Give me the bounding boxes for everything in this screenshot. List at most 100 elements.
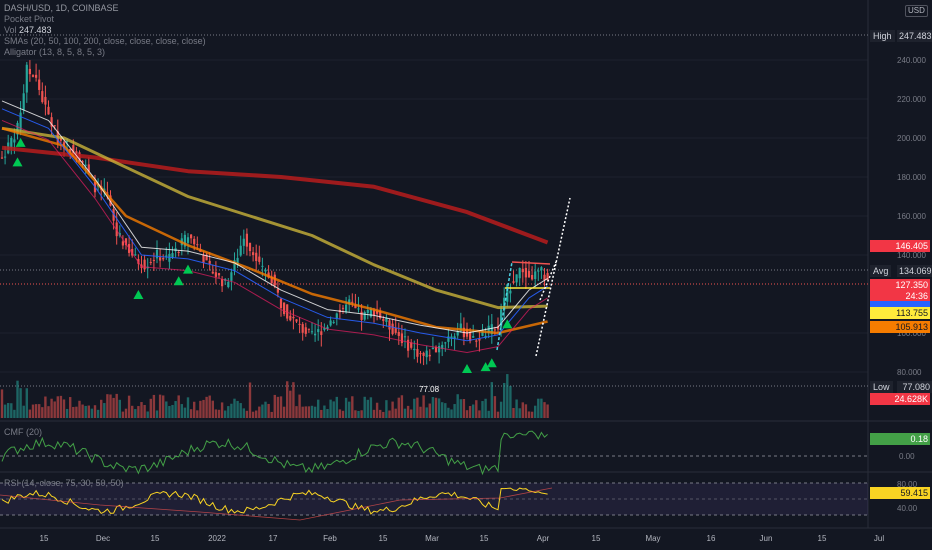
candle-body xyxy=(72,145,75,156)
candle-body xyxy=(524,267,527,278)
volume-bar xyxy=(131,405,134,418)
candle-body xyxy=(270,276,273,284)
pocket-pivot-marker-6[interactable] xyxy=(480,362,491,372)
candle-body xyxy=(379,310,382,319)
volume-bar xyxy=(239,403,242,418)
smas-legend[interactable]: SMAs (20, 50, 100, 200, close, close, cl… xyxy=(4,36,206,46)
candle-body xyxy=(540,267,543,271)
high-label: High xyxy=(870,30,895,42)
volume-bar xyxy=(320,409,323,418)
avg-label: Avg xyxy=(870,265,892,277)
alligator-legend[interactable]: Alligator (13, 8, 5, 8, 5, 3) xyxy=(4,47,106,57)
sma50-line[interactable] xyxy=(1,127,548,335)
volume-bar xyxy=(410,409,413,418)
pocket-pivot-marker-1[interactable] xyxy=(15,137,26,147)
volume-bar xyxy=(183,407,187,418)
volume-bar xyxy=(292,382,295,418)
volume-bar xyxy=(332,401,335,418)
time-tick-8: 15 xyxy=(480,534,489,543)
trend-channel-upper[interactable] xyxy=(535,197,571,357)
volume-bar xyxy=(171,404,174,418)
sma200-line[interactable] xyxy=(1,145,549,245)
volume-bar xyxy=(307,406,311,418)
candle-body xyxy=(292,316,295,319)
volume-bar xyxy=(403,408,407,418)
volume-bar xyxy=(69,397,72,418)
candle-body xyxy=(317,329,320,333)
candle-body xyxy=(394,327,397,333)
candle-body xyxy=(171,253,174,258)
volume-bar xyxy=(317,399,320,418)
candle-body xyxy=(307,328,310,330)
time-axis[interactable]: 15 Dec 15 2022 17 Feb 15 Mar 15 Apr 15 May 16 Jun 15 Ju… xyxy=(40,534,885,543)
volume-bar xyxy=(481,401,484,418)
pocket-pivot-marker-0[interactable] xyxy=(12,157,23,167)
symbol-title[interactable]: DASH/USD, 1D, COINBASE xyxy=(4,3,119,13)
candle-body xyxy=(248,242,252,252)
sma20-blue-line[interactable] xyxy=(1,108,548,342)
pocket-pivot-marker-4[interactable] xyxy=(183,264,193,274)
candle-body xyxy=(53,125,56,127)
candle-body xyxy=(258,256,261,262)
candle-body xyxy=(385,318,388,322)
candle-body xyxy=(515,274,518,283)
currency-button[interactable]: USD xyxy=(905,5,928,17)
volume-bar xyxy=(90,408,94,418)
candle-body xyxy=(382,318,385,322)
pocket-pivot-marker-2[interactable] xyxy=(133,289,144,299)
volume-bar xyxy=(258,406,261,418)
candle-body xyxy=(310,331,314,333)
candle-body xyxy=(289,315,292,321)
volume-bar xyxy=(310,405,314,418)
volume-bar xyxy=(140,402,143,418)
volume-bar xyxy=(38,404,41,418)
candle-body xyxy=(400,333,403,344)
candle-body xyxy=(348,299,351,305)
volume-bar xyxy=(47,406,50,418)
volume-bar xyxy=(518,408,521,418)
sma20-white-line[interactable] xyxy=(1,100,548,334)
candle-body xyxy=(481,331,484,336)
volume-bar xyxy=(509,385,512,418)
volume-legend[interactable]: Vol 247.483 xyxy=(4,25,206,36)
price-tick-0: 240.000 xyxy=(897,56,926,65)
cmf-tick: 0.00 xyxy=(899,452,915,461)
rsi-legend[interactable]: RSI (14, close, 75, 30, 50, 50) xyxy=(4,478,124,488)
rsi-tag: 59.415 xyxy=(870,487,930,499)
price-scale[interactable]: 240.000 220.000 200.000 180.000 160.000 140.0… xyxy=(897,56,926,377)
candle-body xyxy=(205,254,208,261)
time-tick-5: Feb xyxy=(323,534,337,543)
volume-bar xyxy=(62,399,66,418)
pocket-pivot-marker-3[interactable] xyxy=(173,276,184,286)
rsi-tick-40: 40.00 xyxy=(897,504,918,513)
volume-bar xyxy=(220,402,224,418)
candle-body xyxy=(211,271,214,274)
volume-bar xyxy=(115,393,118,418)
volume-bar xyxy=(416,397,419,418)
alligator-lips-line[interactable] xyxy=(1,119,548,353)
candle-body xyxy=(236,257,239,266)
trendline-drawings[interactable] xyxy=(496,197,571,357)
pocket-pivot-legend[interactable]: Pocket Pivot xyxy=(4,14,55,24)
volume-bar xyxy=(422,395,425,418)
trend-channel-lower[interactable] xyxy=(539,261,557,301)
pocket-pivot-marker-7[interactable] xyxy=(486,358,497,368)
cmf-legend[interactable]: CMF (20) xyxy=(4,427,42,437)
candle-body xyxy=(190,234,193,239)
candle-body xyxy=(422,352,425,356)
volume-bar xyxy=(537,398,540,418)
volume-bar xyxy=(22,405,25,418)
box-top-line[interactable] xyxy=(511,261,551,265)
candle-body xyxy=(81,161,84,163)
volume-bar xyxy=(199,400,202,418)
volume-bar xyxy=(437,398,441,418)
candle-body xyxy=(233,260,236,272)
volume-bar xyxy=(354,410,357,418)
pocket-pivot-marker-5[interactable] xyxy=(462,364,472,374)
sma100-line[interactable] xyxy=(1,126,548,310)
time-tick-11: May xyxy=(645,534,660,543)
pocket-pivot-marker-8[interactable] xyxy=(502,319,513,329)
volume-bar xyxy=(261,404,264,418)
volume-bar xyxy=(121,411,125,418)
